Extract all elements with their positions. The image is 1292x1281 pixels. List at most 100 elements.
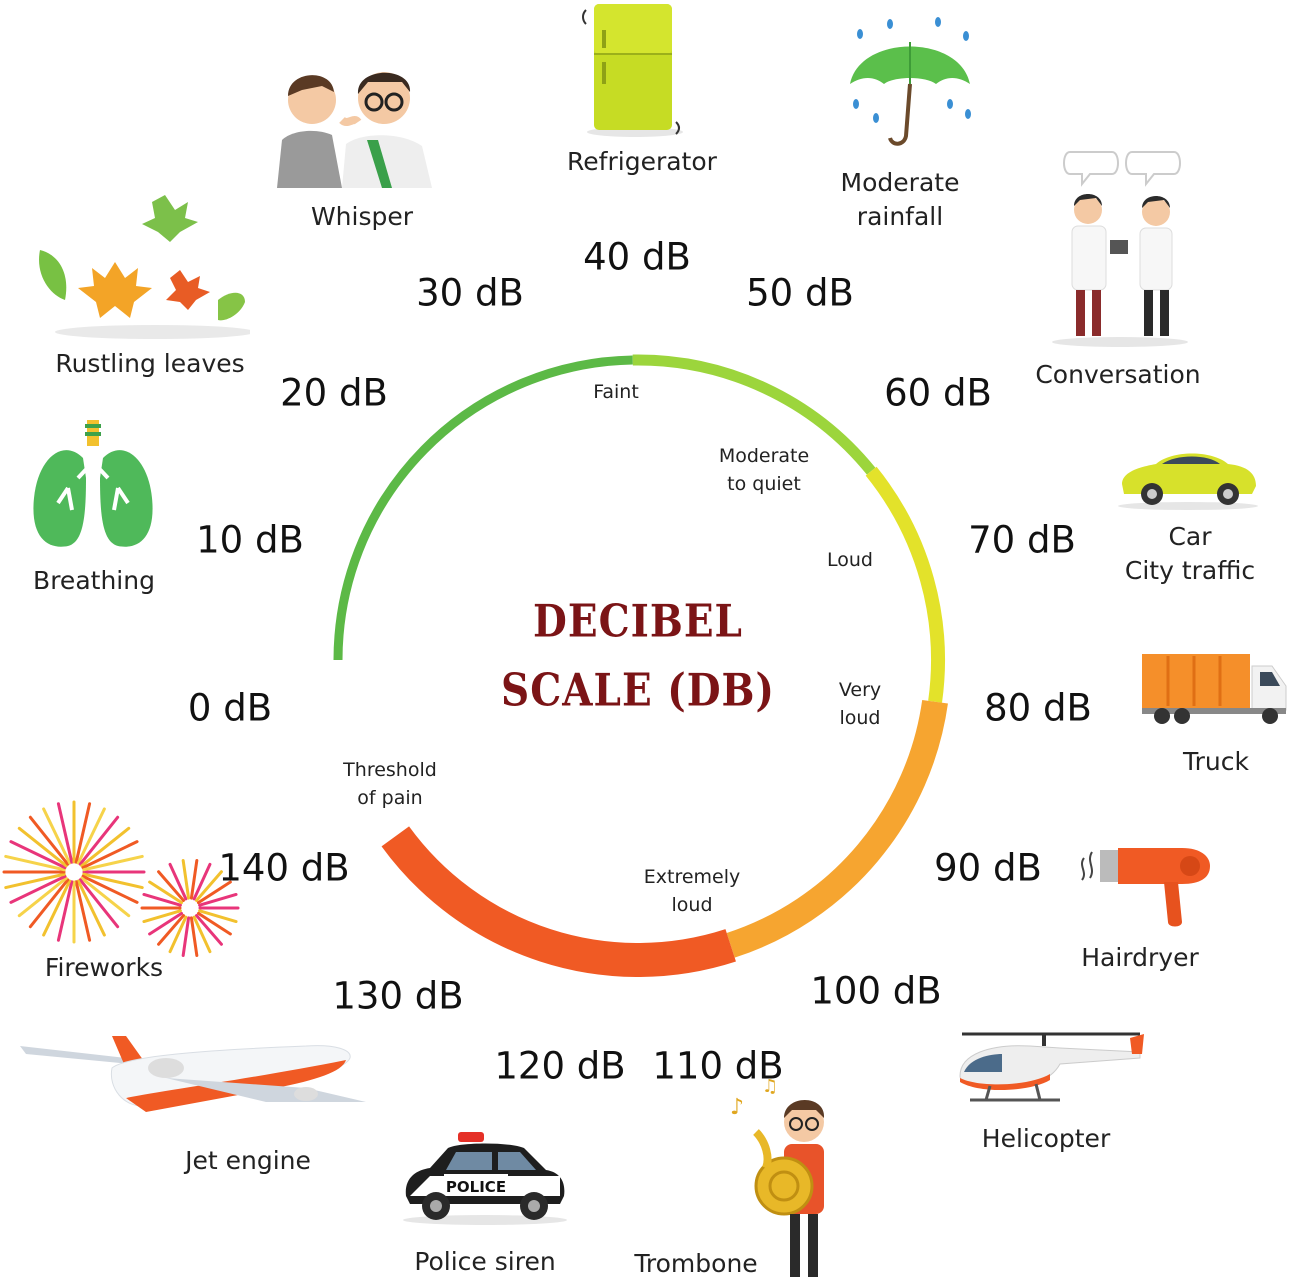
level-label: 50 dB [746, 271, 854, 315]
source-helicopter-label: Helicopter [981, 1124, 1111, 1153]
level-label: 80 dB [984, 686, 1092, 730]
ring-segment-very-loud-orange [726, 699, 948, 958]
police-car-sign: POLICE [446, 1178, 506, 1196]
firework-ray [195, 870, 223, 902]
firework-ray [192, 862, 212, 901]
firework-ray [196, 911, 232, 936]
zone-moderate-line-1: Moderate [718, 445, 810, 467]
firework-ray [181, 858, 191, 900]
source-car-line-1: Car [1168, 522, 1212, 551]
level-label: 90 dB [934, 846, 1042, 890]
level-label: 120 dB [494, 1044, 626, 1088]
level-label: 140 dB [218, 846, 350, 890]
firework-ray [198, 909, 238, 924]
firework-ray [148, 911, 184, 936]
fireworks-icon [2, 800, 240, 958]
firework-ray [56, 802, 74, 864]
ring-segment-faint-green [333, 355, 633, 661]
source-whisper-label: Whisper [310, 202, 414, 231]
source-rainfall-label: Moderate rainfall [841, 166, 960, 234]
level-label: 130 dB [332, 974, 464, 1018]
svg-text:♫: ♫ [762, 1078, 778, 1097]
firework-ray [142, 909, 182, 924]
firework-ray [181, 916, 191, 958]
firework-ray [168, 862, 188, 901]
zone-moderate-line-2: to quiet [727, 473, 801, 495]
zone-extremely-line-2: loud [671, 894, 713, 916]
leaves-icon [39, 195, 250, 339]
firework-ray [81, 840, 139, 870]
source-trombone-label: Trombone [634, 1249, 758, 1278]
lungs-icon [33, 420, 153, 547]
firework-ray [9, 840, 67, 870]
firework-ray [198, 892, 238, 907]
svg-text:♪: ♪ [730, 1095, 744, 1120]
source-fireworks-label: Fireworks [44, 953, 164, 982]
ring-segment-pain-red [381, 826, 736, 977]
level-label: 100 dB [810, 969, 942, 1013]
zone-moderate-label: Moderate to quiet [719, 442, 809, 498]
car-icon [1118, 453, 1258, 510]
firework-ray [17, 876, 68, 918]
source-hairdryer-label: Hairdryer [1081, 943, 1199, 972]
level-label: 40 dB [583, 235, 691, 279]
source-rainfall-line-2: rainfall [856, 202, 944, 231]
source-jet-engine-label: Jet engine [185, 1146, 311, 1175]
source-car-line-2: City traffic [1124, 556, 1256, 585]
refrigerator-icon [582, 4, 683, 137]
umbrella-rain-icon [850, 17, 971, 146]
firework-ray [76, 879, 106, 937]
level-label: 60 dB [884, 371, 992, 415]
conversation-people-icon [1052, 151, 1188, 347]
zone-extremely-line-1: Extremely [643, 866, 741, 888]
firework-ray [189, 916, 199, 958]
firework-ray [189, 858, 199, 900]
source-rainfall-line-1: Moderate [840, 168, 960, 197]
firework-ray [28, 815, 70, 866]
source-breathing-label: Breathing [33, 566, 155, 595]
firework-ray [157, 914, 185, 946]
police-car-icon: POLICE [403, 1132, 567, 1225]
level-label: 10 dB [196, 518, 304, 562]
firework-ray [74, 880, 92, 942]
ring-segment-faint-lightgreen [632, 354, 876, 475]
firework-ray [4, 872, 66, 890]
zone-threshold-of-pain-label: Threshold of pain [343, 756, 437, 812]
firework-ray [56, 880, 74, 942]
source-truck-label: Truck [1183, 747, 1249, 776]
firework-ray [192, 915, 212, 954]
firework-ray [42, 879, 72, 937]
zone-very-loud-line-1: Very [838, 679, 882, 701]
trombone-player-icon: ♪ ♫ [730, 1078, 825, 1277]
zone-loud-label: Loud [827, 549, 873, 571]
helicopter-icon [959, 1032, 1144, 1102]
firework-ray [142, 892, 182, 907]
source-refrigerator-label: Refrigerator [567, 147, 717, 176]
firework-ray [9, 874, 67, 904]
airplane-icon [20, 1036, 366, 1112]
ring-segment-loud-yellow [865, 466, 945, 703]
truck-icon [1142, 654, 1287, 724]
firework-ray [196, 880, 232, 905]
whisper-people-icon [277, 72, 432, 188]
firework-ray [148, 880, 184, 905]
zone-faint-label: Faint [593, 381, 639, 403]
firework-ray [168, 915, 188, 954]
firework-ray [4, 854, 66, 872]
firework-ray [17, 826, 68, 868]
level-label: 110 dB [652, 1044, 784, 1088]
firework-ray [195, 914, 223, 946]
firework-ray [82, 854, 144, 872]
source-car-label: Car City traffic [1125, 520, 1255, 588]
level-label: 30 dB [416, 271, 524, 315]
firework-ray [80, 876, 131, 918]
firework-ray [78, 878, 120, 929]
firework-ray [74, 802, 92, 864]
level-label: 20 dB [280, 371, 388, 415]
source-police-siren-label: Police siren [414, 1247, 556, 1276]
firework-ray [78, 815, 120, 866]
level-label: 70 dB [968, 518, 1076, 562]
firework-ray [82, 872, 144, 890]
zone-extremely-loud-label: Extremely loud [644, 863, 741, 919]
